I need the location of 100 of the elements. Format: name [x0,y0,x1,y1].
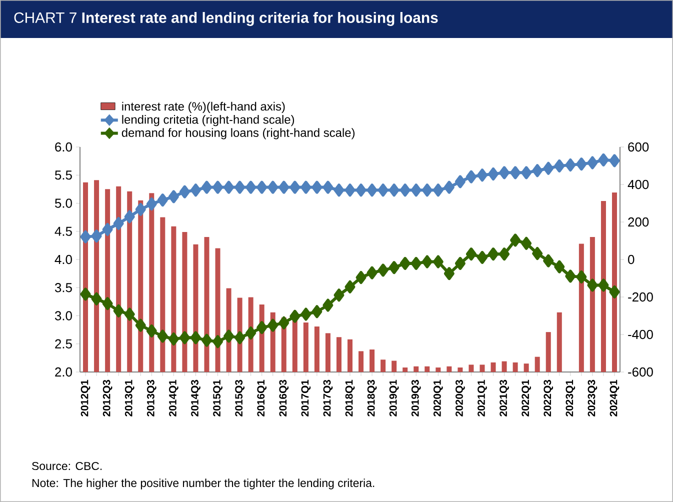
x-tick-label: 2015Q1 [213,380,222,416]
y2-tick-label: -200 [628,292,653,302]
x-tick-label: 2020Q1 [433,380,443,416]
point [300,180,312,194]
point [388,261,400,274]
x-tick-label: 2018Q3 [367,380,377,416]
point [334,288,344,302]
x-tick-label: 2022Q3 [544,380,554,416]
point [268,318,278,332]
point [378,184,388,197]
y2-tick-label: 200 [628,217,649,227]
x-tick-label: 2020Q3 [456,380,465,416]
point [454,256,466,270]
x-tick-label: 2019Q3 [411,380,421,416]
y2-tick-label: 600 [628,142,649,152]
point [532,164,543,178]
source-note: Source: CBC. [32,462,102,470]
point [146,197,157,210]
y-tick-label: 2.0 [55,367,72,377]
x-tick-label: 2024Q1 [610,380,620,416]
point [234,180,246,194]
point [400,184,410,197]
x-tick-label: 2015Q3 [235,380,244,416]
point [256,180,268,194]
point [554,260,565,274]
x-tick-label: 2021Q1 [478,380,487,416]
point [356,184,366,197]
x-tick-label: 2013Q1 [124,380,134,416]
chart-title: CHART 7 Interest rate and lending criteria for housing loans [14,12,438,26]
y-tick-label: 4.5 [54,226,72,236]
x-tick-label: 2019Q1 [389,380,399,416]
point [477,250,488,264]
x-tick-label: 2018Q1 [345,380,355,416]
point [157,194,168,207]
point [466,170,476,184]
point [576,270,587,284]
point [278,180,290,194]
point [224,330,234,343]
x-tick-label: 2023Q1 [566,380,576,416]
point [312,180,322,194]
x-tick-label: 2016Q3 [279,380,289,416]
point [454,175,466,188]
y2-tick-label: -400 [628,330,653,340]
point [322,180,334,194]
point [598,153,609,166]
point [256,321,268,334]
point [113,304,124,318]
y2-tick-label: 400 [628,180,649,190]
point [168,190,179,204]
point [499,248,510,261]
y-tick-label: 5.0 [54,198,72,208]
text: Note: The higher the positive number the tighter the lending criteria. [32,478,374,490]
point [102,222,113,236]
point [466,248,476,261]
point [532,247,543,260]
point [366,184,378,197]
x-tick-label: 2014Q1 [169,380,178,416]
x-tick-label: 2021Q3 [500,380,509,416]
x-tick-label: 2012Q3 [102,380,112,416]
point [499,166,510,180]
point [278,316,290,330]
point [212,335,224,348]
point [322,298,334,312]
point [201,334,212,347]
point [80,288,91,301]
point [344,184,356,197]
point [290,310,300,323]
legend-label: lending critetia (right-hand scale) [122,115,294,126]
point [224,180,234,194]
x-tick-label: 2016Q1 [257,380,267,416]
x-tick-label: 2012Q1 [80,380,90,416]
point [510,234,521,247]
point [91,292,102,306]
point [488,248,499,261]
point [488,167,499,180]
point [444,180,454,194]
point [565,270,576,283]
point [135,318,146,332]
x-tick-label: 2023Q3 [588,380,598,416]
point [168,332,179,346]
point [124,210,135,224]
x-tick-label: 2022Q1 [522,380,532,416]
point [410,184,422,197]
point [432,184,444,197]
point [91,230,102,243]
point [366,266,378,280]
point [587,278,598,292]
point [543,254,554,268]
y-tick-label: 6.0 [55,142,72,152]
point [146,324,157,338]
point [356,271,366,284]
point [246,326,256,340]
y-tick-label: 5.5 [54,170,72,180]
point [190,184,201,197]
y-tick-label: 4.0 [54,254,72,264]
point [190,331,201,344]
point [334,184,344,197]
point [565,158,576,172]
point [543,162,554,175]
legend-label: interest rate (%)(left-hand axis) [122,102,285,113]
